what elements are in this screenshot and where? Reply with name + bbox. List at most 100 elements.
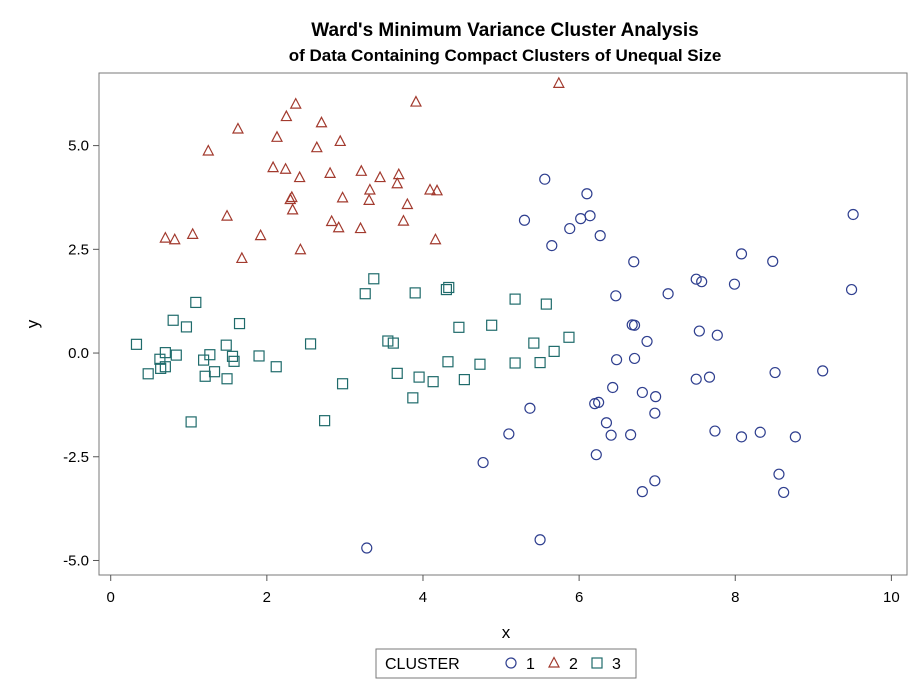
cluster-3-point (443, 281, 455, 294)
x-tick-label: 0 (107, 589, 115, 606)
cluster-2-point (315, 115, 328, 128)
cluster-3-point (220, 339, 232, 351)
cluster-2-point (289, 97, 302, 109)
cluster-2-point (293, 170, 306, 183)
cluster-1-point (477, 456, 489, 469)
legend-label-cluster-3: 3 (612, 656, 621, 673)
cluster-1-point (546, 239, 558, 252)
cluster-3-point (427, 376, 439, 388)
cluster-3-point (442, 356, 454, 368)
x-tick-label: 6 (575, 589, 583, 606)
cluster-2-point (267, 160, 280, 173)
legend: CLUSTER 1 2 3 (375, 648, 637, 679)
cluster-3-point (180, 321, 193, 333)
cluster-1-point (690, 273, 702, 285)
cluster-1-point (789, 431, 801, 443)
cluster-2-point (363, 183, 376, 195)
x-tick-label: 10 (883, 589, 900, 606)
cluster-3-point (387, 337, 399, 349)
cluster-2-point (401, 197, 414, 210)
legend-label-cluster-2: 2 (569, 656, 578, 673)
cluster-2-point (254, 228, 267, 241)
cluster-1-point (703, 371, 716, 383)
cluster-2-point (294, 242, 307, 255)
cluster-3-point (170, 349, 182, 361)
cluster-3-point (413, 371, 425, 383)
cluster-3-point (270, 361, 282, 373)
chart-title: Ward's Minimum Variance Cluster Analysis (311, 20, 698, 41)
cluster-2-point (221, 209, 234, 221)
cluster-1-point (628, 319, 641, 331)
cluster-3-point (159, 361, 171, 373)
cluster-1-point (649, 475, 661, 487)
cluster-1-point (817, 365, 829, 377)
cluster-3-point (359, 288, 371, 300)
legend-marker-cluster-1 (505, 657, 517, 669)
cluster-2-point (429, 232, 442, 245)
cluster-2-point (168, 232, 181, 245)
cluster-2-point (409, 95, 422, 107)
cluster-3-point (336, 378, 349, 390)
cluster-1-point (361, 542, 373, 554)
cluster-1-point (662, 288, 674, 300)
cluster-2-point (324, 166, 337, 178)
cluster-3-point (563, 331, 575, 343)
cluster-2-point (391, 176, 404, 189)
cluster-1-point (728, 278, 741, 290)
cluster-3-point (319, 415, 331, 427)
cluster-3-point (167, 314, 179, 326)
x-tick-label: 8 (731, 589, 739, 606)
cluster-3-point (304, 338, 317, 350)
cluster-3-point (486, 319, 498, 331)
cluster-1-point (711, 329, 723, 341)
x-axis-label: x (502, 623, 511, 642)
cluster-1-point (503, 428, 515, 440)
legend-label-cluster-1: 1 (526, 656, 535, 673)
cluster-2-point (284, 192, 297, 205)
cluster-3-point (221, 373, 233, 385)
y-axis: -5.0 -2.5 0.0 2.5 5.0 (63, 138, 99, 569)
cluster-1-point (769, 366, 781, 379)
y-tick-label: 2.5 (68, 241, 89, 258)
cluster-2-point (332, 220, 345, 233)
cluster-1-point (847, 208, 859, 221)
cluster-3-point (458, 373, 470, 386)
cluster-1-point (594, 230, 606, 242)
cluster-3-point (540, 298, 552, 310)
cluster-1-point (696, 276, 708, 288)
cluster-1-point (778, 486, 790, 499)
cluster-1-point (534, 534, 546, 546)
cluster-3-point (199, 370, 211, 382)
cluster-1-point (754, 426, 766, 438)
cluster-1-point (610, 290, 622, 302)
cluster-1-point (564, 222, 576, 235)
legend-title: CLUSTER (385, 656, 460, 673)
cluster-3-point (409, 287, 421, 299)
cluster-3-point (528, 337, 540, 349)
cluster-3-point (142, 368, 154, 380)
cluster-1-point (636, 386, 648, 399)
cluster-2-point (310, 140, 323, 153)
cluster-3-point (407, 392, 419, 404)
cluster-3-point (474, 358, 486, 370)
cluster-3-point (368, 273, 380, 285)
cluster-2-point (325, 214, 338, 227)
cluster-2-point (271, 130, 283, 142)
cluster-1-point (628, 256, 640, 268)
cluster-2-point (235, 251, 248, 264)
y-axis-label: y (23, 319, 42, 328)
cluster-3-point (509, 293, 521, 305)
cluster-2-point (354, 221, 367, 234)
cluster-1-point (607, 381, 619, 394)
cluster-1-point (693, 325, 705, 337)
cluster-3-point (233, 317, 246, 330)
cluster-1-point (590, 449, 602, 461)
cluster-2-point (424, 183, 437, 195)
cluster-2-point (334, 134, 347, 147)
cluster-2-point (397, 214, 410, 226)
cluster-2-point (231, 122, 244, 134)
legend-items: 1 2 3 (505, 656, 621, 673)
cluster-1-point (610, 354, 623, 366)
